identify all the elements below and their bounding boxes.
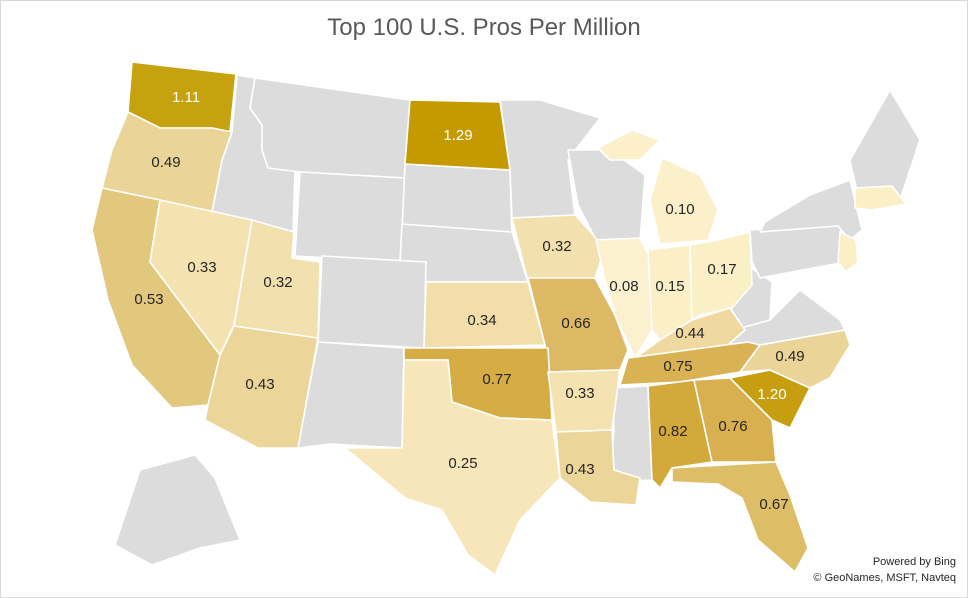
credit-powered-by: Powered by Bing [872, 556, 956, 568]
label-tennessee: 0.75 [663, 358, 692, 375]
state-new-york[interactable] [759, 179, 863, 241]
state-pennsylvania[interactable] [749, 224, 846, 279]
state-michigan[interactable] [597, 129, 719, 245]
label-nevada: 0.33 [187, 259, 216, 276]
value-labels: 1.11 0.49 0.53 0.33 0.32 0.43 1.29 0.32 … [134, 89, 804, 513]
state-north-dakota[interactable] [404, 99, 511, 171]
label-ohio: 0.17 [707, 261, 736, 278]
label-oregon: 0.49 [151, 154, 180, 171]
label-missouri: 0.66 [561, 315, 590, 332]
label-north-dakota: 1.29 [443, 127, 472, 144]
state-new-jersey[interactable] [837, 231, 859, 273]
label-kentucky: 0.44 [675, 325, 704, 342]
state-texas[interactable] [344, 359, 561, 576]
label-indiana: 0.15 [655, 278, 684, 295]
state-south-carolina[interactable] [729, 369, 811, 429]
state-colorado[interactable] [317, 255, 427, 349]
nodata-states [114, 74, 921, 566]
state-north-carolina[interactable] [739, 329, 851, 389]
label-arkansas: 0.33 [565, 385, 594, 402]
label-oklahoma: 0.77 [482, 371, 511, 388]
label-utah: 0.32 [263, 274, 292, 291]
state-minnesota[interactable] [499, 99, 601, 219]
state-oregon[interactable] [101, 111, 233, 213]
label-michigan: 0.10 [665, 201, 694, 218]
state-illinois[interactable] [595, 237, 653, 359]
label-california: 0.53 [134, 291, 163, 308]
label-kansas: 0.34 [467, 312, 496, 329]
credit-sources: © GeoNames, MSFT, Navteq [813, 572, 956, 584]
label-arizona: 0.43 [245, 376, 274, 393]
state-iowa[interactable] [511, 214, 606, 283]
map-title: Top 100 U.S. Pros Per Million [327, 14, 641, 41]
label-illinois: 0.08 [609, 278, 638, 295]
state-georgia[interactable] [693, 377, 777, 463]
label-iowa: 0.32 [542, 238, 571, 255]
label-north-carolina: 0.49 [775, 348, 804, 365]
label-texas: 0.25 [448, 455, 477, 472]
state-arizona[interactable] [204, 325, 319, 449]
label-south-carolina: 1.20 [757, 386, 786, 403]
state-louisiana[interactable] [555, 429, 641, 506]
state-massachusetts[interactable] [854, 185, 907, 211]
label-washington: 1.11 [172, 89, 200, 106]
data-states [91, 61, 907, 576]
label-georgia: 0.76 [718, 418, 747, 435]
label-alabama: 0.82 [658, 423, 687, 440]
state-montana[interactable] [249, 77, 411, 179]
label-louisiana: 0.43 [565, 461, 594, 478]
label-florida: 0.67 [759, 496, 788, 513]
state-florida[interactable] [671, 461, 809, 573]
state-alaska[interactable] [114, 454, 241, 566]
state-wyoming[interactable] [294, 171, 406, 263]
